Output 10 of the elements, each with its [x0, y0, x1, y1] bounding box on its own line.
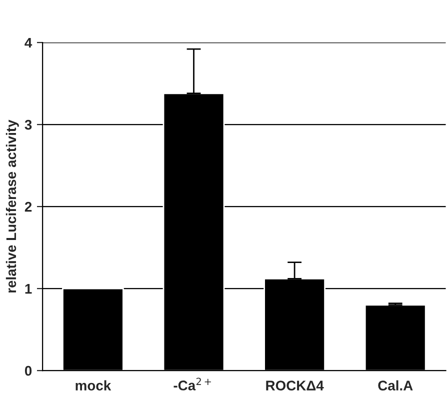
- y-tick-label: 2: [24, 202, 32, 212]
- y-axis-title: relative Luciferase activity: [6, 120, 19, 292]
- y-tick-label: 4: [24, 38, 32, 48]
- y-tick-label: 0: [24, 366, 32, 376]
- x-tick-label: ROCKΔ4: [266, 380, 324, 390]
- x-tick-label: -Ca$^{2+}$: [174, 378, 211, 390]
- x-tick-label: mock: [76, 380, 112, 390]
- x-tick-label: Cal.A: [378, 380, 413, 390]
- y-tick-label: 3: [24, 120, 32, 130]
- y-tick-label: 1: [25, 284, 32, 294]
